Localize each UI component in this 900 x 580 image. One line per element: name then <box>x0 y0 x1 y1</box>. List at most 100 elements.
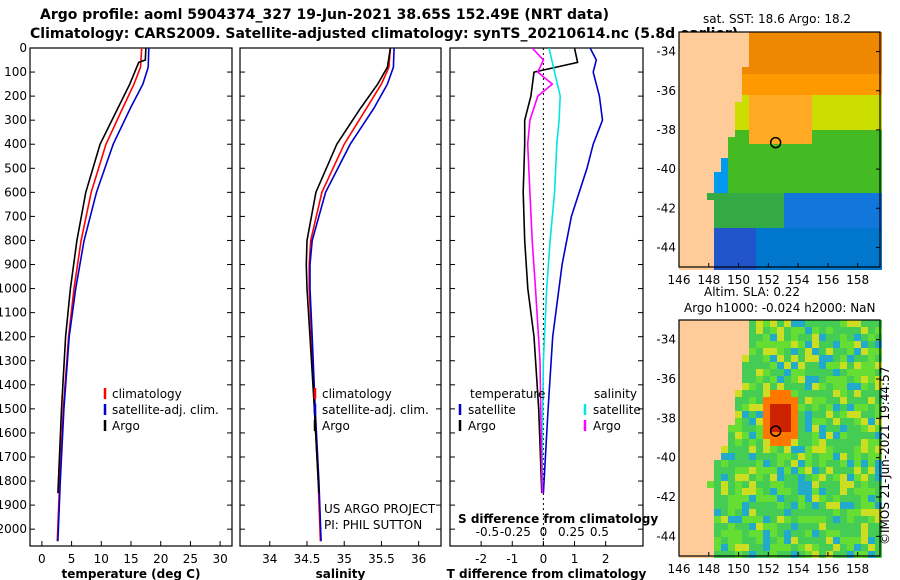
data-cell <box>798 228 805 235</box>
data-cell <box>735 411 742 418</box>
land-cell <box>714 334 721 341</box>
data-cell <box>735 446 742 453</box>
data-cell <box>875 74 882 81</box>
land-cell <box>686 453 693 460</box>
data-cell <box>854 193 861 200</box>
land-cell <box>686 460 693 467</box>
land-cell <box>707 432 714 439</box>
data-cell <box>721 530 728 537</box>
data-cell <box>798 242 805 249</box>
data-cell <box>728 179 735 186</box>
land-cell <box>693 123 700 130</box>
land-cell <box>707 179 714 186</box>
data-cell <box>798 74 805 81</box>
data-cell <box>875 348 882 355</box>
data-cell <box>777 369 784 376</box>
data-cell <box>868 186 875 193</box>
data-cell <box>805 488 812 495</box>
data-cell <box>777 130 784 137</box>
depth-tick-label: 400 <box>4 137 27 151</box>
data-cell <box>805 186 812 193</box>
land-cell <box>693 390 700 397</box>
land-cell <box>693 355 700 362</box>
data-cell <box>833 502 840 509</box>
data-cell <box>875 432 882 439</box>
data-cell <box>805 551 812 558</box>
data-cell <box>784 537 791 544</box>
data-cell <box>868 256 875 263</box>
land-cell <box>686 242 693 249</box>
land-cell <box>742 32 749 39</box>
data-cell <box>826 67 833 74</box>
data-cell <box>805 439 812 446</box>
land-cell <box>693 348 700 355</box>
land-cell <box>735 60 742 67</box>
data-cell <box>819 228 826 235</box>
land-cell <box>686 109 693 116</box>
depth-tick-label: 200 <box>4 89 27 103</box>
land-cell <box>686 137 693 144</box>
depth-tick-label: 0 <box>19 41 27 55</box>
land-cell <box>728 320 735 327</box>
data-cell <box>763 488 770 495</box>
land-cell <box>714 439 721 446</box>
land-cell <box>700 320 707 327</box>
data-cell <box>756 418 763 425</box>
map-y-tick-label: -34 <box>656 45 676 59</box>
data-cell <box>861 439 868 446</box>
data-cell <box>756 46 763 53</box>
data-cell <box>833 207 840 214</box>
land-cell <box>721 32 728 39</box>
data-cell <box>833 144 840 151</box>
data-cell <box>833 116 840 123</box>
data-cell <box>812 109 819 116</box>
data-cell <box>756 88 763 95</box>
land-cell <box>693 397 700 404</box>
data-cell <box>756 369 763 376</box>
data-cell <box>861 516 868 523</box>
land-cell <box>707 446 714 453</box>
data-cell <box>805 418 812 425</box>
data-cell <box>826 383 833 390</box>
data-cell <box>833 88 840 95</box>
depth-tick-label: 600 <box>4 185 27 199</box>
data-cell <box>714 495 721 502</box>
data-cell <box>826 481 833 488</box>
land-cell <box>735 355 742 362</box>
data-cell <box>826 193 833 200</box>
data-cell <box>861 362 868 369</box>
data-cell <box>854 200 861 207</box>
data-cell <box>777 530 784 537</box>
land-cell <box>735 67 742 74</box>
legend-label: climatology <box>322 387 392 401</box>
data-cell <box>854 95 861 102</box>
land-cell <box>679 327 686 334</box>
data-cell <box>819 67 826 74</box>
data-cell <box>805 242 812 249</box>
land-cell <box>700 481 707 488</box>
data-cell <box>798 446 805 453</box>
land-cell <box>721 137 728 144</box>
land-cell <box>693 509 700 516</box>
data-cell <box>763 130 770 137</box>
data-cell <box>805 207 812 214</box>
map-x-tick-label: 156 <box>816 562 839 576</box>
data-cell <box>861 460 868 467</box>
data-cell <box>826 376 833 383</box>
depth-tick-label: 1300 <box>0 354 27 368</box>
map-x-tick-label: 154 <box>787 273 810 287</box>
data-cell <box>861 109 868 116</box>
data-cell <box>791 242 798 249</box>
data-cell <box>875 537 882 544</box>
data-cell <box>847 355 854 362</box>
data-cell <box>749 228 756 235</box>
data-cell <box>819 355 826 362</box>
data-cell <box>812 186 819 193</box>
data-cell <box>756 341 763 348</box>
land-cell <box>742 348 749 355</box>
data-cell <box>798 355 805 362</box>
data-cell <box>777 432 784 439</box>
land-cell <box>679 418 686 425</box>
data-cell <box>812 467 819 474</box>
data-cell <box>875 495 882 502</box>
